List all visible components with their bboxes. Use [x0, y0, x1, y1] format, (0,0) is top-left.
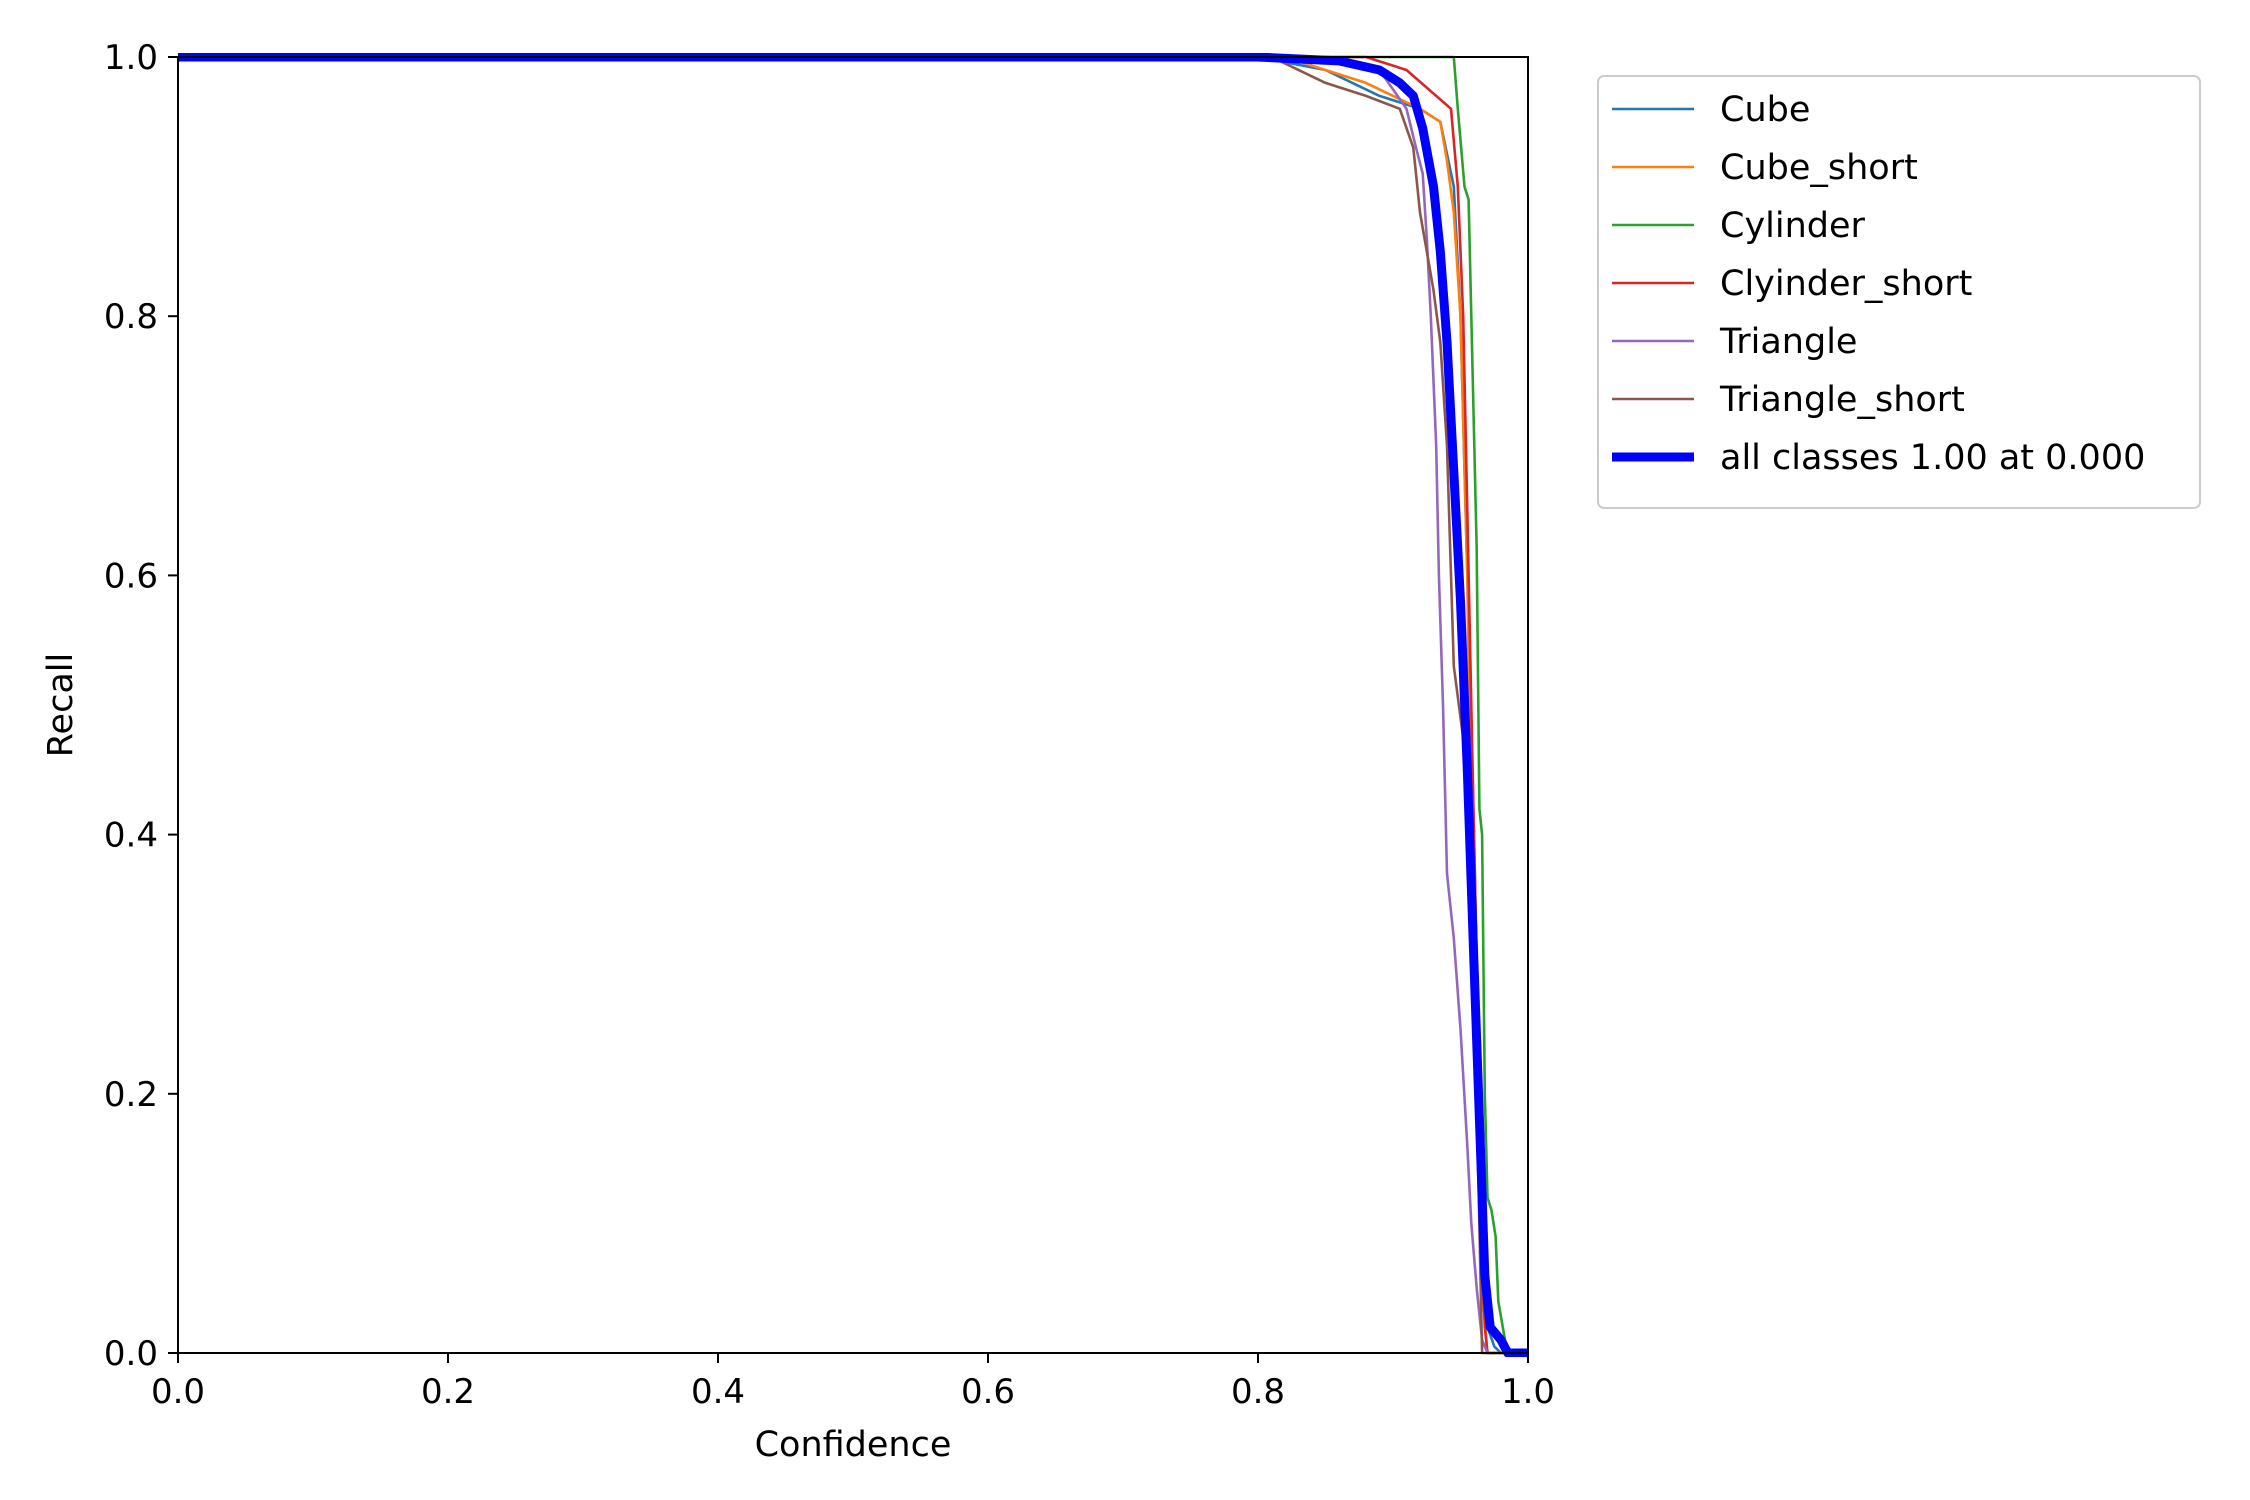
legend-label-6: Triangle_short	[1719, 380, 1965, 420]
y-tick-label: 0.2	[104, 1075, 158, 1115]
x-tick-label: 0.2	[421, 1372, 475, 1412]
legend-box	[1597, 75, 2201, 509]
x-tick-label: 0.0	[151, 1372, 205, 1412]
y-tick-label: 1.0	[104, 38, 158, 78]
x-tick-label: 0.6	[961, 1372, 1015, 1412]
x-axis-label: Confidence	[755, 1425, 952, 1465]
y-axis-ticks: 0.0 0.2 0.4 0.6 0.8 1.0	[104, 38, 178, 1374]
y-tick-label: 0.0	[104, 1334, 158, 1374]
legend-label-7: all classes 1.00 at 0.000	[1720, 438, 2145, 478]
legend-label-5: Triangle	[1719, 322, 1857, 362]
y-tick-label: 0.6	[104, 556, 158, 596]
x-tick-label: 0.4	[691, 1372, 745, 1412]
x-axis-ticks: 0.0 0.2 0.4 0.6 0.8 1.0	[151, 1353, 1555, 1412]
series-line-5	[178, 55, 1528, 1355]
y-tick-label: 0.4	[104, 816, 158, 856]
series-line-3	[178, 55, 1528, 1355]
legend-label-3: Cylinder	[1720, 206, 1866, 246]
legend: Cube Cube_short Cylinder Clyinder_short Tria…	[1597, 75, 2201, 509]
y-axis-label: Recall	[41, 653, 81, 757]
plot-lines	[178, 53, 1528, 1357]
x-tick-label: 1.0	[1501, 1372, 1555, 1412]
axes-frame	[177, 56, 1529, 1354]
legend-label-1: Cube	[1720, 90, 1810, 130]
series-line-7	[178, 53, 1528, 1357]
y-tick-label: 0.8	[104, 297, 158, 337]
legend-label-2: Cube_short	[1720, 148, 1918, 188]
x-tick-label: 0.8	[1231, 1372, 1285, 1412]
legend-label-4: Clyinder_short	[1720, 264, 1972, 304]
